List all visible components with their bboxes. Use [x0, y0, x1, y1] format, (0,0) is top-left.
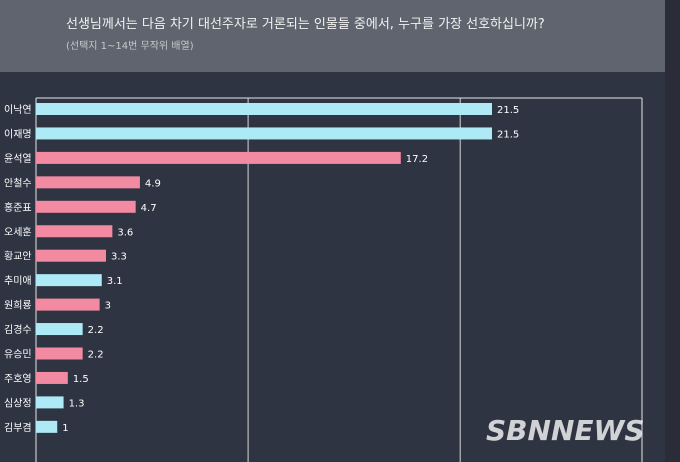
value-label: 3.6: [117, 227, 133, 238]
category-label: 추미애: [4, 275, 32, 287]
bar-추미애: [36, 274, 102, 287]
value-label: 1: [62, 423, 68, 434]
right-edge-strip: [665, 0, 680, 462]
value-label: 1.3: [69, 398, 85, 409]
value-label: 2.2: [88, 325, 104, 336]
category-label: 이낙연: [4, 104, 32, 116]
bar-홍준표: [36, 200, 136, 213]
value-label: 3.1: [107, 276, 123, 287]
bar-원희룡: [36, 298, 100, 311]
category-label: 유승민: [4, 349, 32, 361]
bar-심상정: [36, 396, 64, 409]
value-label: 1.5: [73, 374, 89, 385]
bar-chart: 이낙연 21.5 이재명 21.5 윤석열 17.2 안철수 4.9 홍준표 4.7 오세훈 3.6 황…: [4, 97, 643, 462]
category-label: 심상정: [4, 397, 32, 409]
category-label: 김부겸: [4, 422, 32, 434]
category-label: 이재명: [4, 128, 32, 140]
category-label: 황교안: [4, 251, 32, 263]
bar-안철수: [36, 176, 140, 189]
bar-유승민: [36, 347, 83, 360]
value-label: 21.5: [497, 129, 519, 140]
bar-윤석열: [36, 151, 401, 164]
bar-오세훈: [36, 225, 113, 238]
bar-이재명: [36, 127, 492, 140]
bar-김경수: [36, 323, 83, 336]
value-label: 2.2: [88, 350, 104, 361]
value-label: 4.9: [145, 178, 161, 189]
category-label: 홍준표: [4, 201, 32, 214]
value-label: 3.3: [111, 252, 127, 263]
category-label: 주호영: [4, 373, 32, 385]
value-label: 17.2: [406, 154, 428, 165]
bar-김부겸: [36, 420, 58, 433]
bar-이낙연: [36, 103, 492, 115]
sbnnews-watermark: SBNNEWS: [486, 414, 645, 447]
bar-황교안: [36, 249, 106, 262]
value-label: 4.7: [141, 203, 157, 214]
category-label: 안철수: [4, 177, 32, 189]
category-label: 오세훈: [4, 225, 32, 238]
chart-subtitle: (선택지 1~14번 무작위 배열): [66, 41, 194, 52]
category-label: 김경수: [4, 323, 32, 336]
category-label: 윤석열: [4, 153, 32, 165]
value-label: 3: [105, 301, 111, 312]
bar-주호영: [36, 371, 68, 384]
chart-title: 선생님께서는 다음 차기 대선주자로 거론되는 인물들 중에서, 누구를 가장 …: [66, 17, 545, 32]
category-label: 원희룡: [4, 300, 32, 312]
value-label: 21.5: [497, 105, 519, 116]
chart-header: 선생님께서는 다음 차기 대선주자로 거론되는 인물들 중에서, 누구를 가장 …: [0, 0, 665, 72]
